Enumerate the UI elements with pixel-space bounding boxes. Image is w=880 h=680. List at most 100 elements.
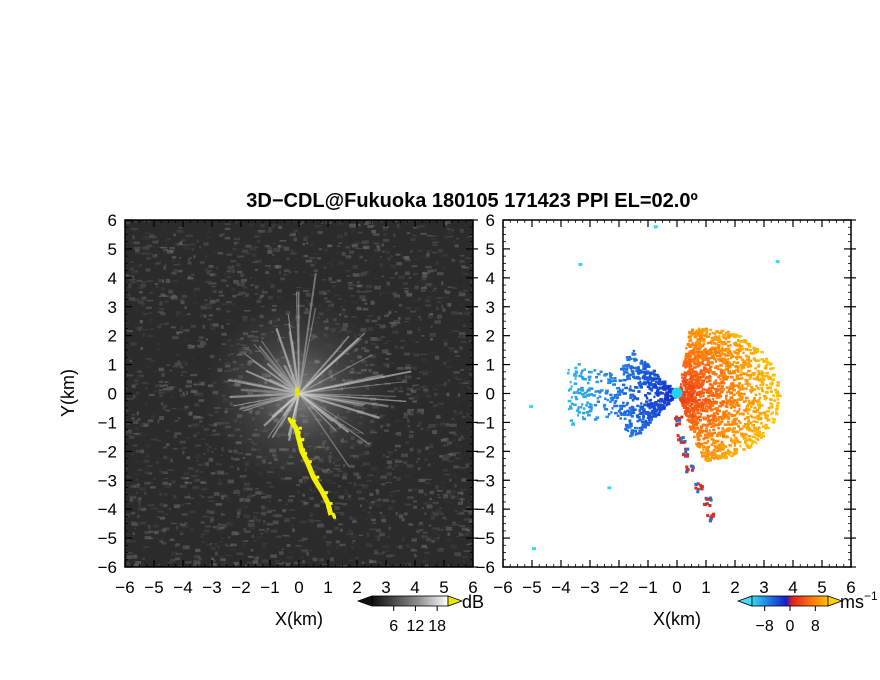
noise-speck xyxy=(133,420,136,424)
noise-speck xyxy=(209,300,216,304)
noise-speck xyxy=(161,286,165,291)
velocity-pixel xyxy=(641,424,645,427)
velocity-pixel xyxy=(666,392,670,395)
noise-speck xyxy=(138,329,141,331)
noise-speck xyxy=(136,370,143,373)
velocity-pixel xyxy=(694,403,697,406)
velocity-pixel xyxy=(705,448,708,452)
noise-speck xyxy=(357,560,360,562)
noise-speck xyxy=(133,228,136,232)
noise-speck xyxy=(293,281,301,285)
velocity-pixel xyxy=(716,385,721,388)
velocity-pixel xyxy=(713,414,717,417)
noise-speck xyxy=(157,564,163,566)
noise-speck xyxy=(393,233,396,238)
noise-speck xyxy=(163,322,169,326)
noise-speck xyxy=(186,380,192,384)
noise-speck xyxy=(403,416,408,419)
velocity-pixel xyxy=(713,402,718,405)
noise-speck xyxy=(457,498,463,500)
noise-speck xyxy=(456,315,462,318)
velocity-pixel xyxy=(622,364,626,368)
noise-speck xyxy=(402,287,410,289)
velocity-pixel xyxy=(753,358,756,361)
velocity-pixel xyxy=(681,379,685,383)
velocity-pixel xyxy=(718,396,721,399)
velocity-pixel xyxy=(732,393,736,396)
velocity-pixel xyxy=(699,356,704,360)
noise-speck xyxy=(414,306,420,311)
velocity-pixel xyxy=(567,399,572,403)
velocity-pixel xyxy=(624,371,628,374)
noise-speck xyxy=(265,527,270,531)
velocity-pixel xyxy=(659,387,663,390)
velocity-pixel xyxy=(619,411,623,415)
velocity-pixel xyxy=(762,374,766,378)
noise-speck xyxy=(404,290,409,294)
noise-speck xyxy=(234,532,241,535)
noise-speck xyxy=(194,469,199,473)
velocity-pixel xyxy=(609,375,612,378)
noise-speck xyxy=(209,323,215,327)
noise-speck xyxy=(267,280,271,284)
noise-speck xyxy=(426,504,433,509)
velocity-pixel xyxy=(757,387,760,391)
noise-speck xyxy=(224,223,231,225)
noise-speck xyxy=(288,495,295,498)
noise-speck xyxy=(126,476,134,478)
velocity-pixel xyxy=(747,399,751,403)
velocity-pixel xyxy=(697,432,700,435)
velocity-pixel xyxy=(748,345,752,348)
velocity-pixel xyxy=(749,375,753,378)
noise-speck xyxy=(127,538,131,543)
noise-speck xyxy=(450,311,458,315)
velocity-pixel xyxy=(635,397,640,400)
velocity-pixel xyxy=(705,424,709,427)
noise-speck xyxy=(459,411,463,415)
velocity-pixel xyxy=(717,423,721,426)
velocity-pixel xyxy=(747,425,750,428)
noise-speck xyxy=(273,249,277,252)
noise-speck xyxy=(194,478,201,482)
noise-speck xyxy=(427,290,431,293)
velocity-pixel xyxy=(734,436,738,440)
noise-speck xyxy=(469,518,473,523)
noise-speck xyxy=(420,386,425,388)
noise-speck xyxy=(367,315,374,317)
velocity-pixel xyxy=(701,455,706,458)
velocity-pixel xyxy=(688,404,692,408)
velocity-pixel xyxy=(693,356,696,360)
yellow-echo-pixel xyxy=(306,461,310,464)
noise-speck xyxy=(398,343,403,347)
velocity-pixel xyxy=(611,379,614,383)
velocity-pixel xyxy=(702,342,706,345)
noise-speck xyxy=(332,565,339,567)
velocity-pixel xyxy=(769,382,772,385)
velocity-pixel xyxy=(620,367,625,370)
noise-speck xyxy=(443,437,449,441)
velocity-pixel xyxy=(689,368,693,372)
noise-speck xyxy=(401,239,404,243)
noise-speck xyxy=(433,494,438,497)
noise-speck xyxy=(379,256,382,258)
velocity-pixel xyxy=(630,369,634,373)
noise-speck xyxy=(364,221,369,226)
noise-speck xyxy=(328,277,332,281)
noise-speck xyxy=(131,270,137,274)
noise-speck xyxy=(362,245,370,250)
velocity-pixel xyxy=(566,372,570,375)
velocity-pixel xyxy=(713,445,716,448)
noise-speck xyxy=(222,233,225,235)
noise-speck xyxy=(419,371,422,374)
noise-speck xyxy=(411,366,417,371)
noise-speck xyxy=(252,515,258,520)
yellow-echo-pixel xyxy=(287,417,291,421)
noise-speck xyxy=(146,465,153,467)
noise-speck xyxy=(133,460,139,463)
noise-speck xyxy=(130,267,135,271)
velocity-pixel xyxy=(686,414,689,417)
velocity-pixel xyxy=(692,416,697,420)
noise-speck xyxy=(253,518,256,522)
noise-speck xyxy=(220,484,228,487)
noise-speck xyxy=(174,545,177,547)
